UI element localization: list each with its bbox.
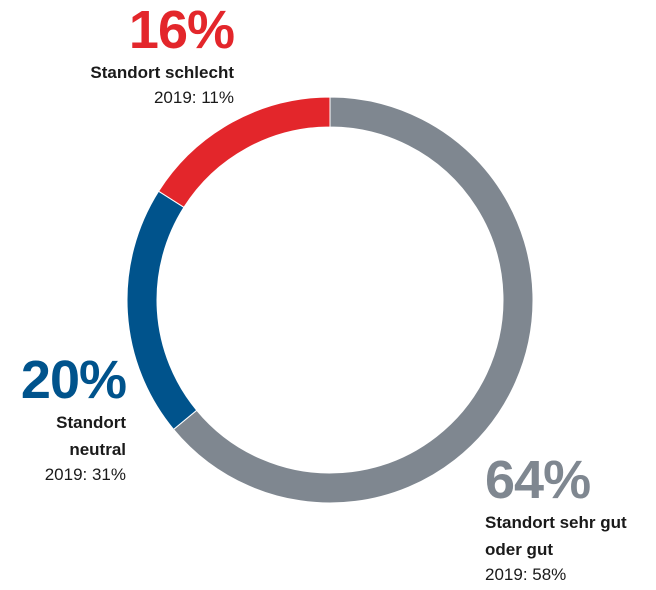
percent-label: 20% [20,350,127,410]
category-label: Standort schlecht [90,63,234,82]
segment-label: 20% Standort neutral 2019: 31% [5,350,127,487]
donut-segment [126,190,198,431]
category-label: Standort neutral [56,413,126,459]
previous-year-label: 2019: 58% [485,565,567,584]
segment-label: 16% Standort schlecht 2019: 11% [20,0,235,110]
donut-segment [172,96,534,504]
percent-label: 64% [485,450,591,510]
percent-label: 16% [128,0,235,60]
previous-year-label: 2019: 31% [44,465,126,484]
segment-label: 64% Standort sehr gut oder gut 2019: 58% [485,450,656,587]
donut-segment [157,96,331,208]
previous-year-label: 2019: 11% [153,88,234,107]
category-label: Standort sehr gut oder gut [485,513,627,559]
